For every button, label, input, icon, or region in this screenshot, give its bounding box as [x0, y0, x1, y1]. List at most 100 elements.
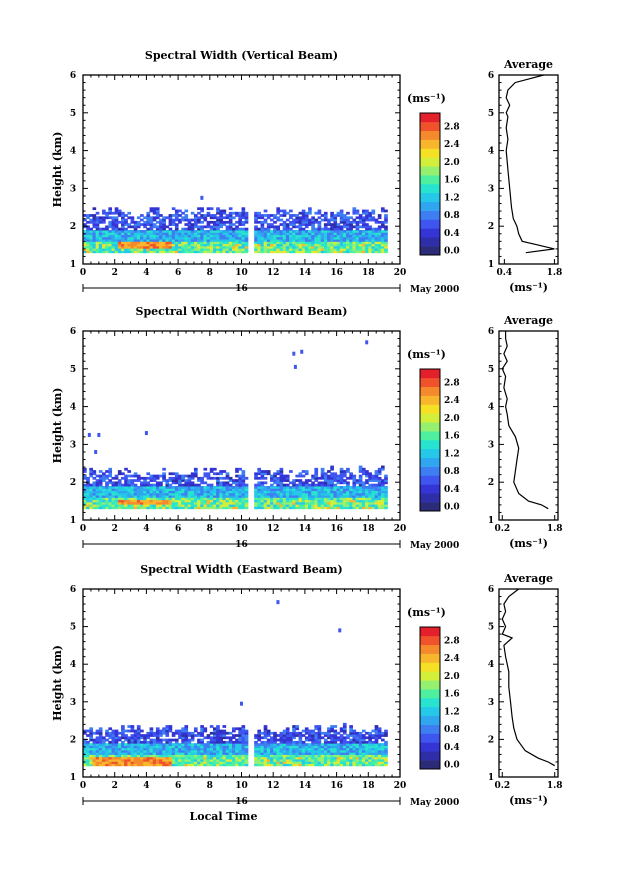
- heatmap-cell: [352, 485, 357, 489]
- heatmap-cell: [241, 745, 246, 749]
- heatmap-cell: [298, 216, 303, 220]
- heatmap-cell: [314, 485, 319, 489]
- heatmap-cell: [323, 241, 328, 245]
- heatmap-cell: [127, 495, 132, 498]
- heatmap-cell: [257, 749, 262, 753]
- heatmap-cell: [83, 245, 87, 249]
- heatmap-cell: [193, 467, 198, 471]
- heatmap-cell: [323, 504, 328, 507]
- profile-y-tick-label: 2: [488, 222, 494, 232]
- heatmap-cell: [276, 232, 281, 236]
- colorbar-swatch: [420, 148, 440, 158]
- heatmap-cell: [311, 495, 315, 498]
- heatmap-cell: [216, 248, 220, 251]
- heatmap-cell: [190, 504, 195, 507]
- heatmap-cell: [289, 495, 293, 498]
- heatmap-cell: [276, 488, 281, 492]
- x-tick-label: 14: [299, 268, 312, 278]
- heatmap-cell: [349, 227, 353, 231]
- heatmap-cell: [155, 763, 160, 767]
- heatmap-cell: [257, 763, 262, 767]
- heatmap-cell: [263, 472, 268, 476]
- heatmap-cell: [349, 476, 353, 480]
- heatmap-cell: [257, 499, 262, 503]
- heatmap-cell: [149, 220, 154, 224]
- heatmap-cell: [108, 467, 113, 471]
- heatmap-cell: [377, 241, 382, 245]
- heatmap-cell: [263, 485, 268, 489]
- heatmap-cell: [190, 497, 195, 501]
- heatmap-cell: [206, 248, 211, 251]
- heatmap-cell: [361, 747, 366, 751]
- heatmap-cell: [130, 245, 135, 249]
- heatmap-cell: [304, 495, 309, 498]
- heatmap-cell: [371, 218, 376, 222]
- heatmap-cell: [279, 738, 284, 742]
- heatmap-cell: [311, 504, 315, 507]
- heatmap-cell: [238, 729, 242, 733]
- heatmap-cell: [238, 216, 242, 220]
- heatmap-cell: [327, 243, 331, 247]
- heatmap-cell: [165, 743, 170, 746]
- heatmap-cell: [311, 761, 315, 764]
- heatmap-cell: [222, 216, 227, 220]
- heatmap-cell: [190, 492, 195, 496]
- heatmap-cell: [200, 227, 204, 231]
- heatmap-cell: [263, 214, 268, 217]
- heatmap-cell: [228, 236, 233, 240]
- heatmap-cell: [365, 504, 369, 507]
- heatmap-cell: [184, 485, 189, 489]
- heatmap-cell: [289, 485, 293, 489]
- heatmap-cell: [228, 749, 233, 753]
- heatmap-cell: [155, 232, 160, 236]
- heatmap-cell: [98, 743, 103, 746]
- heatmap-cell: [212, 738, 217, 742]
- heatmap-cell: [127, 250, 132, 254]
- heatmap-cell: [171, 501, 176, 505]
- heatmap-cell: [276, 209, 281, 213]
- heatmap-cell: [159, 218, 163, 222]
- heatmap-cell: [244, 234, 249, 238]
- heatmap-cell: [323, 218, 328, 222]
- heatmap-cell: [380, 229, 385, 233]
- heatmap-cell: [184, 758, 189, 762]
- heatmap-cell: [162, 241, 166, 245]
- heatmap-cell: [146, 220, 151, 224]
- heatmap-cell: [133, 495, 138, 498]
- heatmap-cell: [133, 243, 138, 247]
- heatmap-cell: [165, 485, 170, 489]
- y-tick-label: 2: [70, 735, 76, 745]
- heatmap-cell: [241, 211, 246, 215]
- heatmap-cell: [133, 497, 138, 501]
- heatmap-cell: [349, 504, 353, 507]
- heatmap-cell: [83, 729, 87, 733]
- heatmap-cell: [168, 504, 173, 507]
- heatmap-cell: [298, 227, 303, 231]
- heatmap-cell: [361, 736, 366, 740]
- heatmap-cell: [298, 479, 303, 482]
- heatmap-cell: [136, 736, 141, 740]
- heatmap-cell: [174, 243, 179, 247]
- heatmap-cell: [285, 758, 290, 762]
- heatmap-cell: [327, 481, 331, 485]
- heatmap-cell: [190, 481, 195, 485]
- heatmap-cell: [371, 506, 376, 510]
- heatmap-cell: [301, 729, 306, 733]
- heatmap-cell: [314, 229, 319, 233]
- heatmap-cell: [263, 497, 268, 501]
- heatmap-cell: [235, 734, 239, 737]
- heatmap-cell: [92, 483, 97, 487]
- heatmap-cell: [216, 506, 220, 510]
- heatmap-cell: [184, 216, 189, 220]
- heatmap-cell: [304, 479, 309, 482]
- heatmap-cell: [323, 745, 328, 749]
- heatmap-cell: [276, 227, 281, 231]
- heatmap-cell: [117, 761, 122, 764]
- heatmap-cell: [336, 736, 341, 740]
- x-tick-label: 6: [175, 268, 181, 278]
- heatmap-cell: [108, 740, 113, 744]
- heatmap-cell: [238, 218, 242, 222]
- heatmap-cell: [95, 506, 100, 510]
- heatmap-cell: [206, 229, 211, 233]
- heatmap-cell: [320, 232, 325, 236]
